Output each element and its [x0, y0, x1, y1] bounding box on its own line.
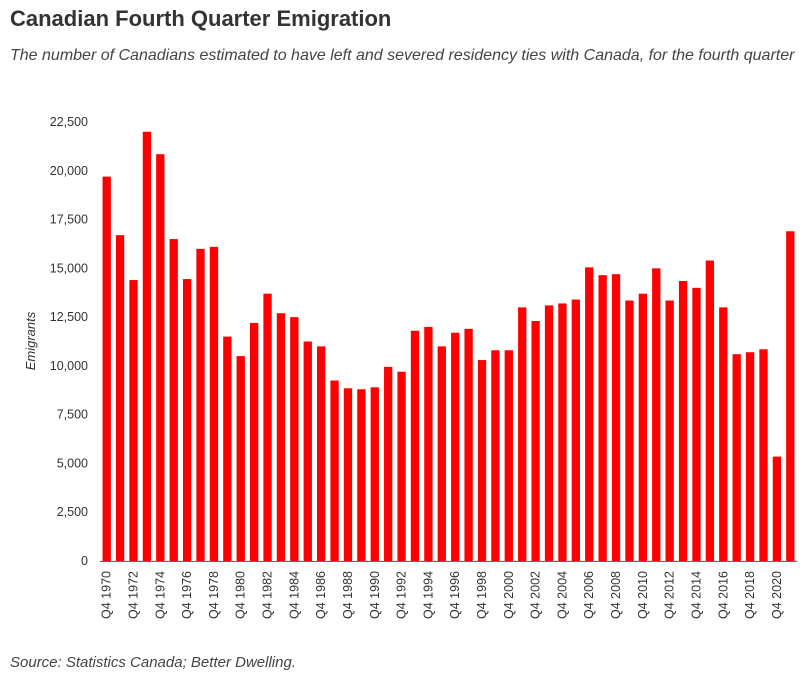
y-tick-label: 22,500	[50, 115, 88, 129]
bar	[115, 235, 125, 561]
x-axis: Q4 1970 Q4 1972 Q4 1974 Q4 1976 Q4 1978 Q4 19…	[100, 561, 797, 619]
y-tick-label: 7,500	[57, 408, 88, 422]
source-note: Source: Statistics Canada; Better Dwelli…	[10, 654, 296, 671]
x-tick-label: Q4 2012	[663, 571, 677, 619]
y-tick-label: 15,000	[50, 261, 88, 275]
x-tick-label: Q4 2020	[770, 571, 784, 619]
bar	[424, 326, 433, 561]
bar	[209, 246, 219, 561]
x-tick-label: Q4 2014	[689, 571, 703, 619]
bar	[290, 317, 299, 561]
bar	[611, 274, 621, 561]
bar	[719, 307, 728, 561]
x-tick-label: Q4 2000	[502, 571, 516, 619]
x-tick-label: Q4 1996	[448, 571, 462, 619]
bar	[652, 268, 661, 561]
bar	[464, 328, 473, 561]
bar	[384, 366, 393, 561]
bar	[249, 322, 259, 561]
bar	[571, 299, 580, 561]
x-tick-label: Q4 1994	[421, 571, 435, 619]
x-tick-label: Q4 1976	[180, 571, 194, 619]
x-tick-label: Q4 1974	[153, 571, 167, 619]
bar	[410, 330, 420, 561]
bar	[370, 387, 379, 561]
x-tick-label: Q4 2016	[716, 571, 730, 619]
x-tick-label: Q4 2004	[555, 571, 569, 619]
bar	[625, 300, 634, 561]
chart-subtitle: The number of Canadians estimated to hav…	[10, 47, 795, 64]
bar	[156, 154, 165, 561]
x-tick-label: Q4 2008	[609, 571, 623, 619]
y-axis-title: Emigrants	[23, 311, 38, 370]
emigration-bar-chart: Emigrants 0 2,500 5,000 7,500 10,000 12,500 15…	[23, 115, 797, 619]
bar	[397, 371, 406, 561]
y-tick-label: 20,000	[50, 164, 88, 178]
bar	[223, 336, 232, 561]
bar	[732, 354, 741, 561]
chart-title: Canadian Fourth Quarter Emigration	[10, 6, 392, 31]
bar	[236, 356, 245, 561]
bar	[772, 456, 782, 561]
bar	[357, 389, 366, 561]
bar-series	[102, 131, 795, 561]
bar	[531, 321, 540, 561]
x-tick-label: Q4 1972	[127, 571, 141, 619]
bar	[598, 275, 607, 561]
x-tick-label: Q4 1982	[261, 571, 275, 619]
y-tick-label: 2,500	[57, 505, 88, 519]
bar	[169, 239, 178, 561]
bar	[276, 313, 286, 561]
bar	[303, 341, 312, 561]
x-tick-label: Q4 1986	[314, 571, 328, 619]
bar	[491, 350, 500, 561]
bar	[102, 176, 111, 561]
x-tick-label: Q4 1988	[341, 571, 355, 619]
bar	[330, 380, 339, 561]
bar	[477, 360, 487, 561]
x-tick-label: Q4 2010	[636, 571, 650, 619]
bar	[745, 352, 755, 561]
bar	[759, 349, 768, 561]
y-tick-label: 0	[81, 554, 88, 568]
bar	[504, 350, 513, 561]
x-tick-label: Q4 1992	[395, 571, 409, 619]
bar	[451, 332, 460, 561]
bar	[142, 131, 152, 561]
bar	[678, 281, 688, 561]
bar	[692, 287, 701, 561]
bar	[665, 300, 674, 561]
x-tick-label: Q4 2018	[743, 571, 757, 619]
bar	[705, 260, 715, 561]
bar	[263, 293, 272, 561]
y-tick-label: 5,000	[57, 456, 88, 470]
x-tick-label: Q4 2002	[529, 571, 543, 619]
x-tick-label: Q4 1990	[368, 571, 382, 619]
bar	[786, 231, 795, 561]
y-tick-label: 12,500	[50, 310, 88, 324]
x-tick-label: Q4 1970	[100, 571, 114, 619]
bar	[129, 280, 138, 561]
y-tick-label: 17,500	[50, 213, 88, 227]
y-axis: 0 2,500 5,000 7,500 10,000 12,500 15,000 17,500…	[50, 115, 88, 568]
bar	[317, 346, 326, 561]
bar	[437, 346, 446, 561]
y-tick-label: 10,000	[50, 359, 88, 373]
bar	[182, 279, 192, 561]
bar	[544, 305, 554, 561]
bar	[518, 307, 527, 561]
x-tick-label: Q4 1984	[287, 571, 301, 619]
bar	[585, 267, 594, 561]
bar	[638, 293, 648, 561]
x-tick-label: Q4 2006	[582, 571, 596, 619]
x-tick-label: Q4 1998	[475, 571, 489, 619]
bar	[343, 388, 353, 561]
bar	[558, 303, 567, 561]
x-tick-label: Q4 1980	[234, 571, 248, 619]
x-tick-label: Q4 1978	[207, 571, 221, 619]
bar	[196, 248, 205, 561]
